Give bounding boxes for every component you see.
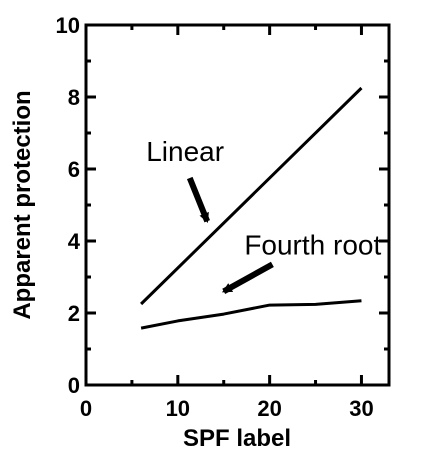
x-axis-title: SPF label <box>183 425 291 452</box>
y-tick-label: 10 <box>56 13 80 38</box>
y-tick-label: 8 <box>68 85 80 110</box>
x-tick-label: 20 <box>257 396 281 421</box>
axis-ticks <box>86 25 389 385</box>
plot-frame <box>84 23 391 387</box>
tick-labels: 0 10 20 30 0 2 4 6 8 10 <box>56 13 374 421</box>
annotations-group: Linear Fourth root <box>146 136 381 295</box>
series-line-1 <box>140 86 363 306</box>
annotation-label-1: Linear <box>146 136 224 167</box>
x-tick-label: 0 <box>80 396 92 421</box>
y-axis-title: Apparent protection <box>9 90 36 319</box>
y-tick-label: 0 <box>68 373 80 398</box>
annotation-arrow-1 <box>186 176 210 224</box>
x-tick-label: 10 <box>166 396 190 421</box>
y-tick-label: 2 <box>68 301 80 326</box>
y-tick-label: 4 <box>68 229 81 254</box>
annotation-arrow-2 <box>221 261 274 295</box>
series-group <box>140 86 363 330</box>
y-tick-label: 6 <box>68 157 80 182</box>
annotation-label-2: Fourth root <box>244 230 381 261</box>
x-tick-label: 30 <box>349 396 373 421</box>
series-line-2 <box>140 299 362 330</box>
